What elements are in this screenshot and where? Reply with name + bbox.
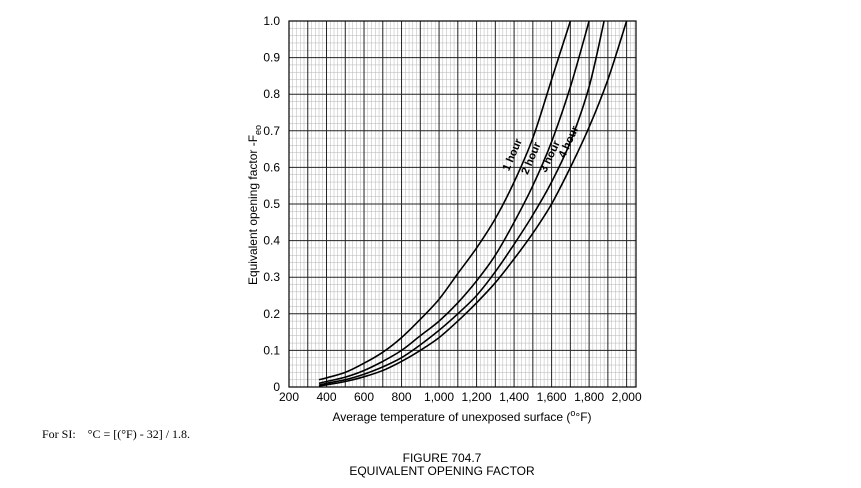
figure-title: EQUIVALENT OPENING FACTOR <box>349 464 535 478</box>
curve-1-hour <box>318 20 572 381</box>
curve-2-hour <box>318 20 590 385</box>
y-tick-label: 1.0 <box>263 14 280 28</box>
y-tick-label: 0.2 <box>263 307 280 321</box>
x-tick-label: 1,400 <box>499 390 529 404</box>
figure-number: FIGURE 704.7 <box>402 451 482 465</box>
major-grid <box>288 20 636 388</box>
y-tick-label: 0.1 <box>263 343 280 357</box>
plot-frame <box>288 20 637 388</box>
y-tick-labels: 0 0.1 0.2 0.3 0.4 0.5 0.6 0.7 0.8 0.9 1.0 <box>263 14 280 394</box>
x-axis-label: Average temperature of unexposed surface… <box>332 408 591 424</box>
x-tick-label: 1,000 <box>424 390 454 404</box>
y-tick-label: 0.7 <box>263 124 280 138</box>
y-tick-label: 0 <box>273 380 280 394</box>
curve-4-hour <box>318 20 628 387</box>
y-tick-label: 0.4 <box>263 234 280 248</box>
x-tick-label: 1,800 <box>574 390 604 404</box>
x-tick-label: 600 <box>354 390 374 404</box>
y-tick-label: 0.3 <box>263 270 280 284</box>
y-tick-label: 0.5 <box>263 197 280 211</box>
y-tick-label: 0.9 <box>263 51 280 65</box>
curves <box>318 20 628 387</box>
x-tick-label: 400 <box>316 390 336 404</box>
x-tick-label: 200 <box>279 390 299 404</box>
x-tick-labels: 200 400 600 800 1,000 1,200 1,400 1,600 1,800 2,0… <box>279 390 642 404</box>
y-tick-label: 0.6 <box>263 160 280 174</box>
curve-3-hour <box>318 20 605 386</box>
x-tick-label: 1,200 <box>462 390 492 404</box>
x-tick-label: 2,000 <box>612 390 642 404</box>
si-conversion-note: For SI: °C = [(°F) - 32] / 1.8. <box>42 427 191 441</box>
x-tick-label: 800 <box>392 390 412 404</box>
y-tick-label: 0.8 <box>263 87 280 101</box>
y-axis-label: Equivalent opening factor -Feo <box>246 125 263 285</box>
x-tick-label: 1,600 <box>537 390 567 404</box>
